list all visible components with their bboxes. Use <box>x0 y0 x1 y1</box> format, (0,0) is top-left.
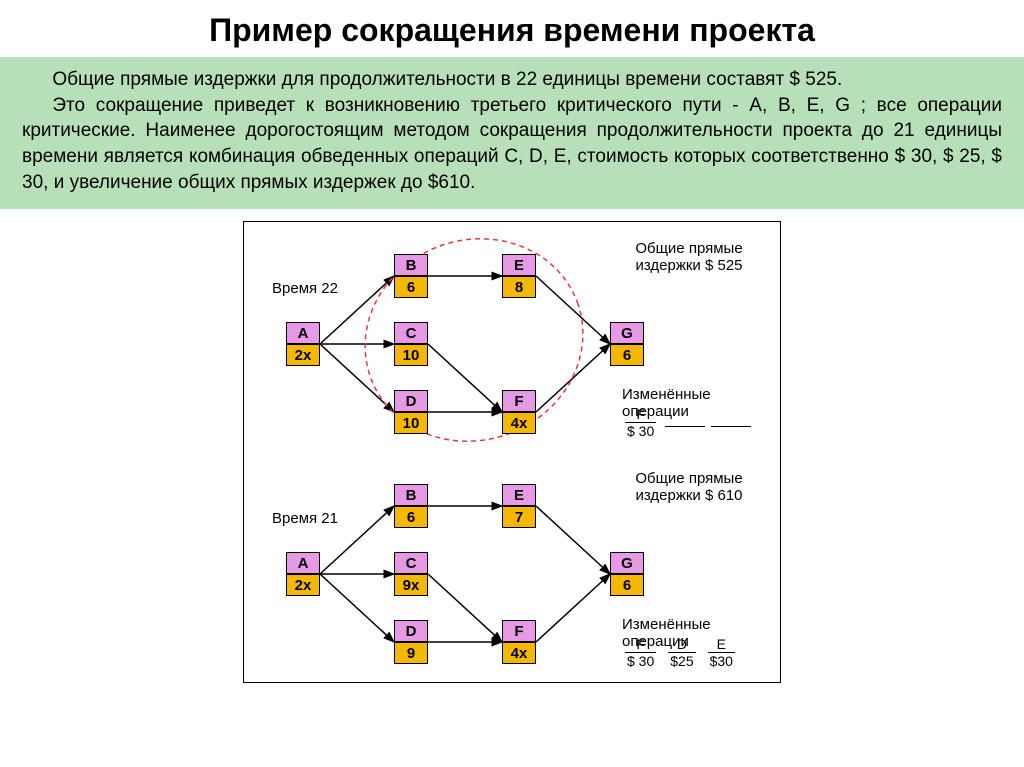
node-label: C <box>394 552 428 574</box>
cost-label: Общие прямые издержки $ 525 <box>614 240 764 274</box>
node-label: F <box>502 390 536 412</box>
paragraph-1: Общие прямые издержки для продолжительно… <box>22 67 1002 93</box>
node-duration: 6 <box>394 276 428 298</box>
changed-op: D$25 <box>665 636 698 669</box>
page-title: Пример сокращения времени проекта <box>0 0 1024 57</box>
node-B: B6 <box>394 484 428 528</box>
node-label: C <box>394 322 428 344</box>
changed-op: F$ 30 <box>622 406 659 439</box>
node-duration: 4x <box>502 642 536 664</box>
network-diagram: Время 22Общие прямые издержки $ 525A2xB6… <box>243 221 781 683</box>
node-duration: 2x <box>286 574 320 596</box>
node-label: D <box>394 390 428 412</box>
node-duration: 10 <box>394 412 428 434</box>
node-F: F4x <box>502 620 536 664</box>
changed-ops-row: F$ 30D$25E$30 <box>622 636 738 669</box>
description-block: Общие прямые издержки для продолжительно… <box>0 57 1024 209</box>
node-label: A <box>286 552 320 574</box>
node-label: B <box>394 254 428 276</box>
node-duration: 6 <box>610 344 644 366</box>
node-duration: 9x <box>394 574 428 596</box>
changed-op: F$ 30 <box>622 636 659 669</box>
paragraph-2: Это сокращение приведет к возникновению … <box>22 93 1002 196</box>
changed-ops-row: F$ 30 <box>622 406 751 439</box>
node-B: B6 <box>394 254 428 298</box>
node-duration: 10 <box>394 344 428 366</box>
node-duration: 7 <box>502 506 536 528</box>
node-A: A2x <box>286 552 320 596</box>
node-duration: 6 <box>610 574 644 596</box>
node-D: D10 <box>394 390 428 434</box>
node-C: C9x <box>394 552 428 596</box>
node-label: A <box>286 322 320 344</box>
node-label: D <box>394 620 428 642</box>
node-duration: 9 <box>394 642 428 664</box>
node-label: F <box>502 620 536 642</box>
node-duration: 8 <box>502 276 536 298</box>
node-duration: 6 <box>394 506 428 528</box>
node-label: E <box>502 254 536 276</box>
node-D: D9 <box>394 620 428 664</box>
changed-op-blank <box>665 412 705 427</box>
changed-op: E$30 <box>705 636 738 669</box>
node-label: B <box>394 484 428 506</box>
node-E: E7 <box>502 484 536 528</box>
node-label: G <box>610 552 644 574</box>
node-F: F4x <box>502 390 536 434</box>
node-duration: 2x <box>286 344 320 366</box>
node-C: C10 <box>394 322 428 366</box>
changed-op-blank <box>711 412 751 427</box>
node-label: E <box>502 484 536 506</box>
node-A: A2x <box>286 322 320 366</box>
cost-label: Общие прямые издержки $ 610 <box>614 470 764 504</box>
node-duration: 4x <box>502 412 536 434</box>
node-G: G6 <box>610 552 644 596</box>
node-E: E8 <box>502 254 536 298</box>
time-label: Время 21 <box>272 510 338 527</box>
node-G: G6 <box>610 322 644 366</box>
time-label: Время 22 <box>272 280 338 297</box>
node-label: G <box>610 322 644 344</box>
